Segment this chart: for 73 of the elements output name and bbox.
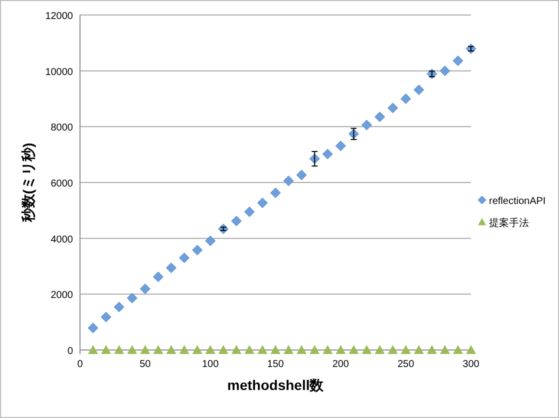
point bbox=[400, 94, 412, 104]
point bbox=[310, 345, 320, 354]
point bbox=[348, 345, 359, 354]
point bbox=[140, 345, 150, 354]
point bbox=[426, 345, 437, 354]
point bbox=[166, 262, 176, 274]
y-tick-label: 12000 bbox=[45, 11, 74, 22]
point bbox=[126, 292, 138, 304]
point bbox=[218, 345, 228, 354]
point bbox=[414, 84, 424, 96]
point bbox=[152, 272, 164, 282]
point bbox=[192, 244, 203, 256]
x-tick-label: 0 bbox=[77, 359, 84, 370]
point bbox=[114, 345, 124, 354]
x-tick-label: 300 bbox=[462, 359, 480, 370]
point bbox=[140, 284, 150, 294]
point bbox=[284, 345, 294, 354]
y-tick-label: 10000 bbox=[45, 66, 74, 78]
point bbox=[336, 345, 346, 354]
x-tick-label: 200 bbox=[332, 359, 350, 370]
point bbox=[388, 345, 398, 354]
point bbox=[114, 302, 124, 312]
point bbox=[231, 345, 242, 354]
x-axis-title: methodshell数 bbox=[227, 377, 325, 393]
point bbox=[88, 345, 98, 354]
y-axis-title: 秒数(ミリ秒) bbox=[20, 142, 36, 224]
point bbox=[362, 345, 372, 354]
legend-label: reflectionAPI bbox=[489, 196, 546, 207]
point bbox=[296, 345, 307, 354]
point bbox=[374, 112, 386, 122]
point bbox=[414, 345, 424, 354]
point bbox=[452, 56, 464, 66]
x-tick-label: 50 bbox=[140, 359, 152, 370]
point bbox=[322, 148, 333, 160]
point bbox=[153, 345, 164, 354]
point bbox=[257, 345, 268, 354]
point bbox=[100, 312, 112, 322]
point bbox=[388, 102, 398, 114]
point bbox=[166, 345, 176, 354]
legend-label: 提案手法 bbox=[489, 217, 529, 229]
point bbox=[179, 252, 190, 264]
point bbox=[335, 140, 346, 152]
point bbox=[270, 188, 281, 198]
point bbox=[205, 236, 216, 246]
point bbox=[231, 216, 242, 226]
point bbox=[257, 198, 268, 208]
y-tick-label: 0 bbox=[67, 346, 74, 357]
point bbox=[440, 345, 450, 354]
point bbox=[101, 345, 112, 354]
point bbox=[88, 322, 98, 334]
point bbox=[179, 345, 190, 354]
point bbox=[466, 345, 476, 354]
x-tick-label: 250 bbox=[397, 359, 415, 370]
point bbox=[192, 345, 202, 354]
point bbox=[452, 345, 463, 354]
point bbox=[400, 345, 411, 354]
point bbox=[361, 120, 372, 130]
point bbox=[270, 345, 280, 354]
y-tick-label: 4000 bbox=[50, 234, 74, 246]
x-tick-label: 100 bbox=[202, 359, 220, 370]
point bbox=[205, 345, 216, 354]
point bbox=[127, 345, 138, 354]
point bbox=[244, 206, 255, 218]
point bbox=[296, 170, 307, 180]
point bbox=[322, 345, 333, 354]
point bbox=[283, 176, 294, 186]
y-tick-label: 2000 bbox=[50, 290, 74, 302]
point bbox=[374, 345, 385, 354]
y-tick-label: 8000 bbox=[50, 122, 74, 134]
y-tick-label: 6000 bbox=[50, 178, 74, 190]
x-tick-label: 150 bbox=[267, 359, 284, 370]
point bbox=[440, 66, 450, 76]
point bbox=[244, 345, 254, 354]
